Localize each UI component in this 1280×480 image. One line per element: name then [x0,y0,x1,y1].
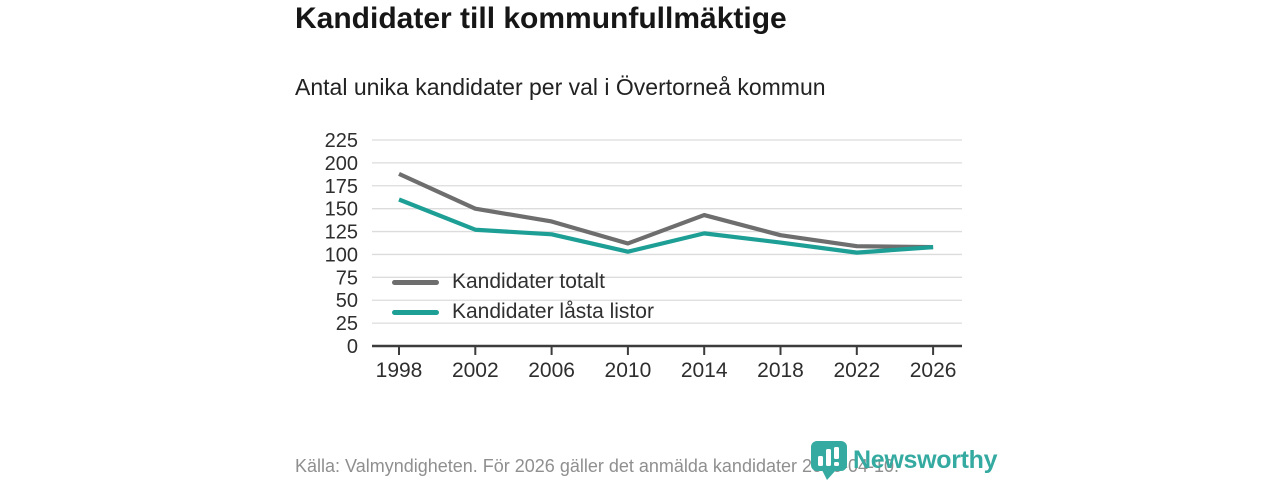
svg-text:2022: 2022 [833,359,880,382]
svg-text:2010: 2010 [605,359,652,382]
svg-text:50: 50 [336,290,358,312]
svg-text:200: 200 [325,153,358,175]
legend-label-locked-lists: Kandidater låsta listor [452,300,654,323]
chart-legend: Kandidater totalt Kandidater låsta listo… [392,267,654,327]
source-note: Källa: Valmyndigheten. För 2026 gäller d… [295,456,900,476]
svg-text:150: 150 [325,199,358,221]
svg-text:25: 25 [336,313,358,335]
svg-text:2014: 2014 [681,359,728,382]
legend-swatch-locked-lists [392,309,439,315]
chart-subtitle: Antal unika kandidater per val i Övertor… [295,74,826,100]
svg-text:0: 0 [347,336,358,358]
svg-text:2026: 2026 [910,359,957,382]
svg-text:100: 100 [325,244,358,266]
newsworthy-logo-icon [811,441,847,480]
chart-title: Kandidater till kommunfullmäktige [295,2,787,35]
newsworthy-logo-text: Newsworthy [853,446,998,474]
svg-text:2018: 2018 [757,359,804,382]
newsworthy-logo: Newsworthy [810,440,998,480]
legend-swatch-total [392,279,439,285]
legend-item-total: Kandidater totalt [392,267,654,297]
svg-text:2002: 2002 [452,359,499,382]
svg-text:2006: 2006 [528,359,575,382]
legend-item-locked-lists: Kandidater låsta listor [392,297,654,327]
svg-text:1998: 1998 [376,359,423,382]
legend-label-total: Kandidater totalt [452,270,605,293]
svg-text:175: 175 [325,176,358,198]
svg-text:225: 225 [325,130,358,152]
svg-text:125: 125 [325,222,358,244]
svg-text:75: 75 [336,267,358,289]
